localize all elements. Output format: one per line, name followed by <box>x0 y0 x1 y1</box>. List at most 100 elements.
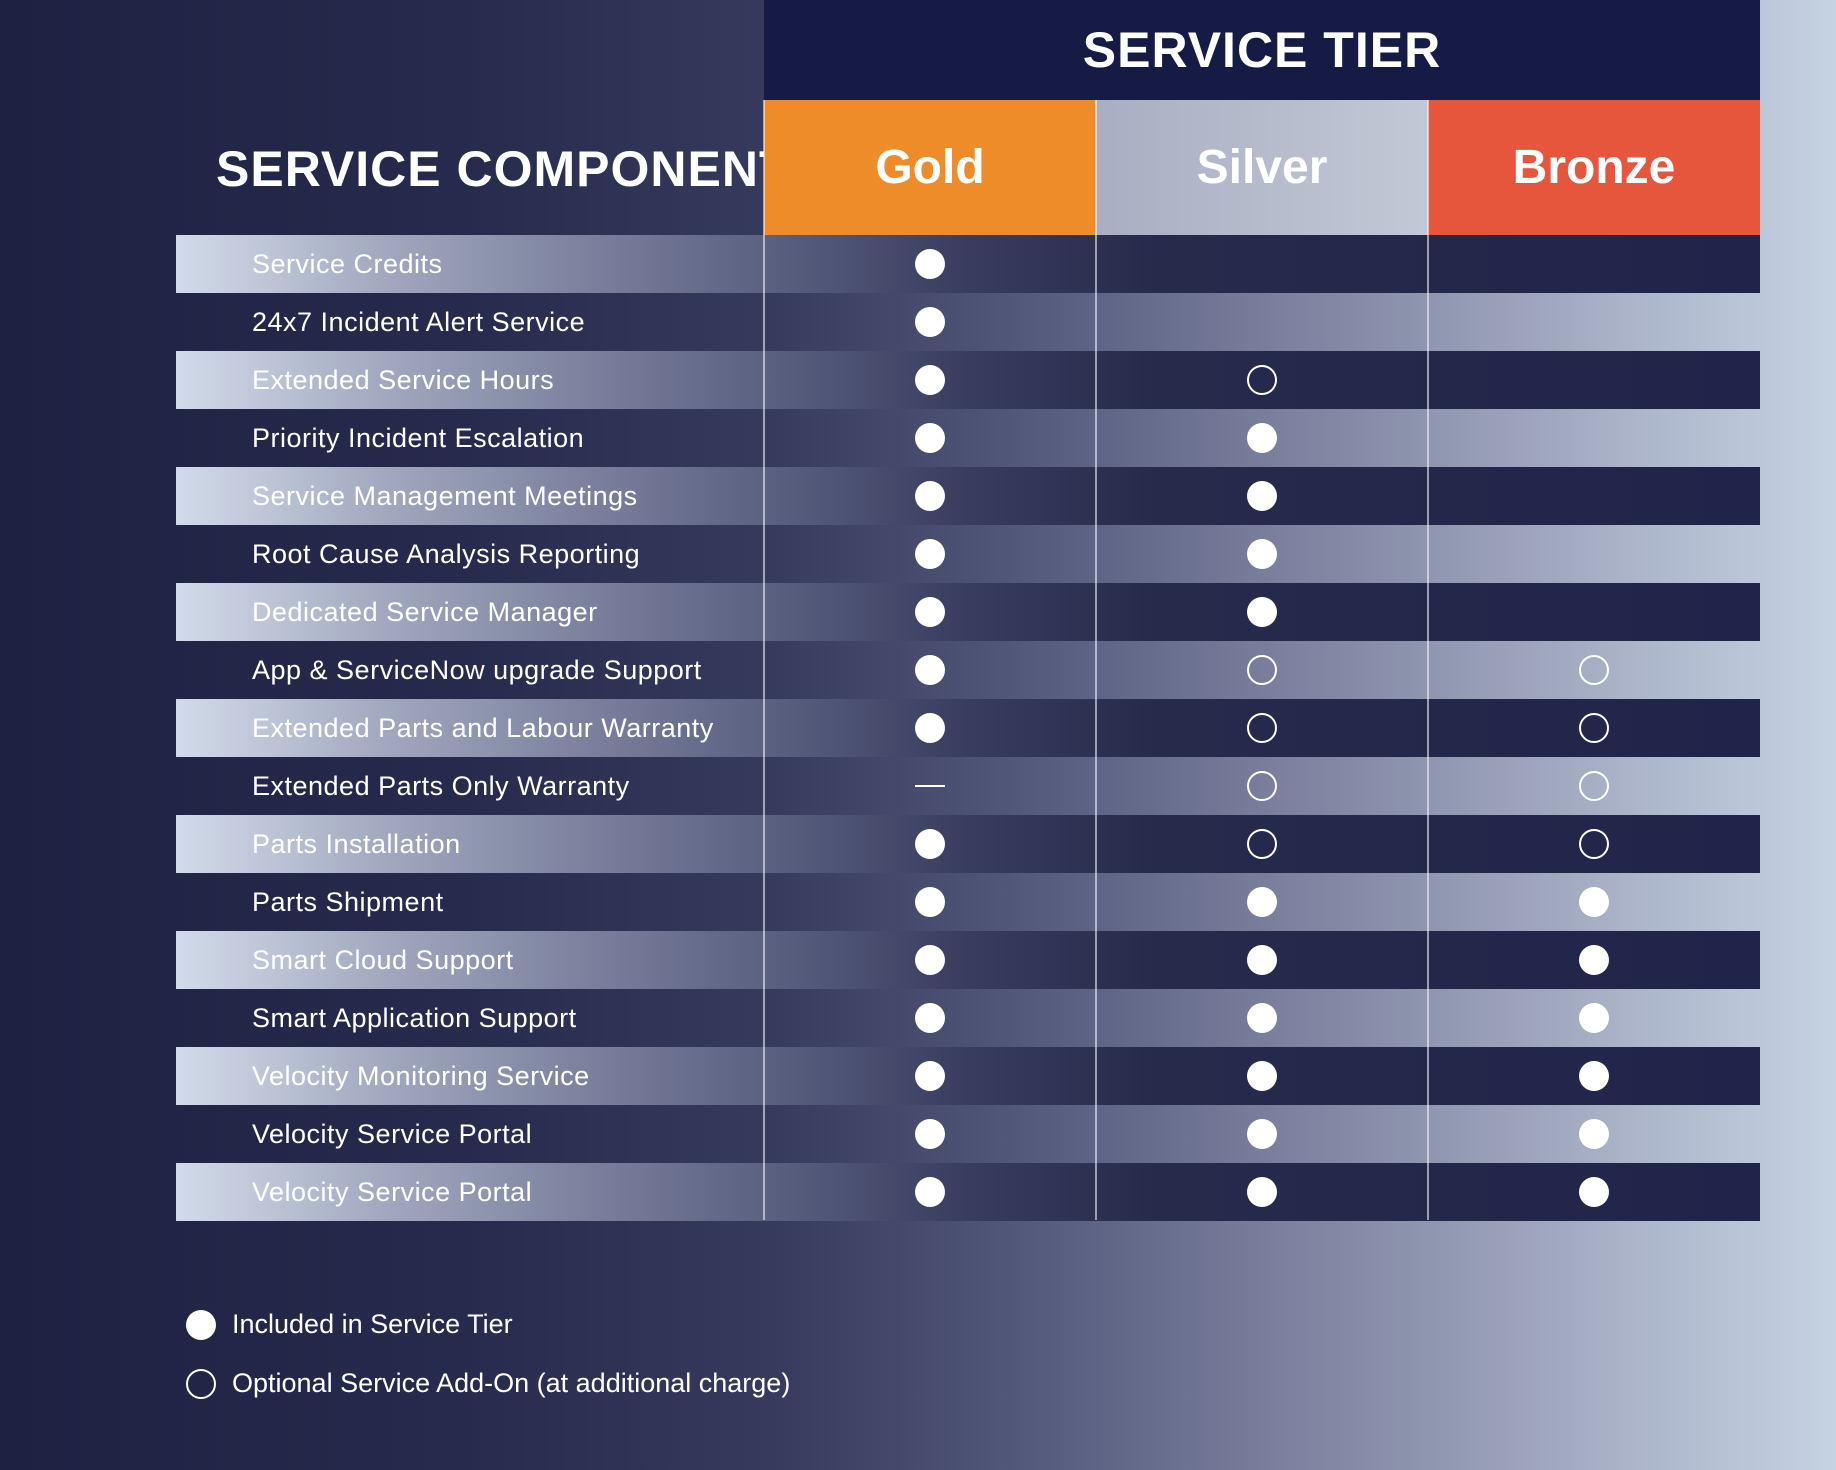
filled-circle-icon <box>186 1309 216 1340</box>
table-row: Smart Application Support <box>176 989 1760 1047</box>
tier-cell-bronze <box>1428 409 1760 467</box>
filled-circle-icon <box>1247 481 1277 511</box>
service-component-label: Velocity Service Portal <box>252 1119 533 1149</box>
tier-cell-gold <box>764 1163 1096 1221</box>
service-component-label: Velocity Monitoring Service <box>252 1061 590 1091</box>
tier-cell-gold <box>764 989 1096 1047</box>
service-comparison-table: Service Credits 24x7 Incident Alert Servi… <box>176 235 1760 1221</box>
service-component-label: Smart Application Support <box>252 1003 577 1033</box>
filled-circle-icon <box>915 713 945 743</box>
filled-circle-icon <box>1247 1061 1277 1091</box>
legend-optional-label: Optional Service Add-On (at additional c… <box>232 1368 791 1398</box>
tier-cell-bronze <box>1428 641 1760 699</box>
filled-circle-icon <box>1579 1061 1609 1091</box>
tier-cell-gold <box>764 409 1096 467</box>
tier-cell-silver <box>1096 1047 1428 1105</box>
tier-cell-gold <box>764 815 1096 873</box>
tier-cell-bronze <box>1428 989 1760 1047</box>
service-tier-title: SERVICE TIER <box>764 0 1760 100</box>
service-component-label: Service Credits <box>252 249 443 279</box>
tier-cell-gold <box>764 351 1096 409</box>
open-circle-icon <box>1579 713 1609 743</box>
service-component-label: Parts Shipment <box>252 887 444 917</box>
service-component-label: Smart Cloud Support <box>252 945 514 975</box>
tier-cell-bronze <box>1428 1047 1760 1105</box>
open-circle-icon <box>186 1368 216 1399</box>
tier-header-silver: Silver <box>1096 100 1428 235</box>
tier-cell-silver <box>1096 409 1428 467</box>
table-row: Extended Parts and Labour Warranty <box>176 699 1760 757</box>
table-row: Service Management Meetings <box>176 467 1760 525</box>
filled-circle-icon <box>915 655 945 685</box>
filled-circle-icon <box>915 945 945 975</box>
tier-cell-silver <box>1096 293 1428 351</box>
legend-included-label: Included in Service Tier <box>232 1309 513 1339</box>
filled-circle-icon <box>1579 887 1609 917</box>
service-component-label: Root Cause Analysis Reporting <box>252 539 641 569</box>
tier-cell-bronze <box>1428 1163 1760 1221</box>
tier-cell-silver <box>1096 1163 1428 1221</box>
filled-circle-icon <box>915 1177 945 1207</box>
filled-circle-icon <box>1247 1177 1277 1207</box>
table-row: Extended Parts Only Warranty <box>176 757 1760 815</box>
dash-icon <box>915 785 945 787</box>
service-component-label: App & ServiceNow upgrade Support <box>252 655 702 685</box>
table-row: Parts Shipment <box>176 873 1760 931</box>
tier-cell-bronze <box>1428 873 1760 931</box>
tier-cell-bronze <box>1428 235 1760 293</box>
tier-cell-bronze <box>1428 757 1760 815</box>
open-circle-icon <box>1579 655 1609 685</box>
tier-cell-gold <box>764 931 1096 989</box>
filled-circle-icon <box>915 829 945 859</box>
table-row: Extended Service Hours <box>176 351 1760 409</box>
tier-cell-gold <box>764 583 1096 641</box>
service-component-label: Parts Installation <box>252 829 461 859</box>
open-circle-icon <box>1247 829 1277 859</box>
table-row: Root Cause Analysis Reporting <box>176 525 1760 583</box>
tier-cell-silver <box>1096 989 1428 1047</box>
tier-cell-gold <box>764 699 1096 757</box>
legend-included: Included in Service Tier <box>186 1309 513 1340</box>
tier-cell-silver <box>1096 815 1428 873</box>
filled-circle-icon <box>915 539 945 569</box>
service-component-label: Extended Parts and Labour Warranty <box>252 713 714 743</box>
open-circle-icon <box>1247 713 1277 743</box>
table-row: 24x7 Incident Alert Service <box>176 293 1760 351</box>
tier-cell-bronze <box>1428 351 1760 409</box>
open-circle-icon <box>1579 829 1609 859</box>
filled-circle-icon <box>1579 1119 1609 1149</box>
column-divider <box>1427 100 1429 1220</box>
tier-header-gold: Gold <box>764 100 1096 235</box>
table-row: Velocity Service Portal <box>176 1163 1760 1221</box>
table-row: Smart Cloud Support <box>176 931 1760 989</box>
tier-cell-bronze <box>1428 293 1760 351</box>
tier-cell-gold <box>764 873 1096 931</box>
service-component-label: Extended Parts Only Warranty <box>252 771 630 801</box>
tier-cell-silver <box>1096 583 1428 641</box>
tier-cell-bronze <box>1428 699 1760 757</box>
filled-circle-icon <box>1247 1119 1277 1149</box>
tier-cell-bronze <box>1428 1105 1760 1163</box>
tier-cell-silver <box>1096 467 1428 525</box>
filled-circle-icon <box>915 1061 945 1091</box>
filled-circle-icon <box>1247 539 1277 569</box>
filled-circle-icon <box>915 307 945 337</box>
legend-optional: Optional Service Add-On (at additional c… <box>186 1368 790 1399</box>
tier-cell-gold <box>764 757 1096 815</box>
filled-circle-icon <box>915 249 945 279</box>
tier-cell-bronze <box>1428 525 1760 583</box>
tier-cell-silver <box>1096 351 1428 409</box>
table-row: Velocity Service Portal <box>176 1105 1760 1163</box>
tier-cell-bronze <box>1428 467 1760 525</box>
open-circle-icon <box>1247 771 1277 801</box>
filled-circle-icon <box>1247 423 1277 453</box>
tier-cell-silver <box>1096 235 1428 293</box>
tier-cell-bronze <box>1428 583 1760 641</box>
service-component-label: Dedicated Service Manager <box>252 597 598 627</box>
service-component-label: Extended Service Hours <box>252 365 555 395</box>
filled-circle-icon <box>1247 597 1277 627</box>
filled-circle-icon <box>1579 1003 1609 1033</box>
filled-circle-icon <box>1247 945 1277 975</box>
open-circle-icon <box>1247 655 1277 685</box>
filled-circle-icon <box>1579 945 1609 975</box>
